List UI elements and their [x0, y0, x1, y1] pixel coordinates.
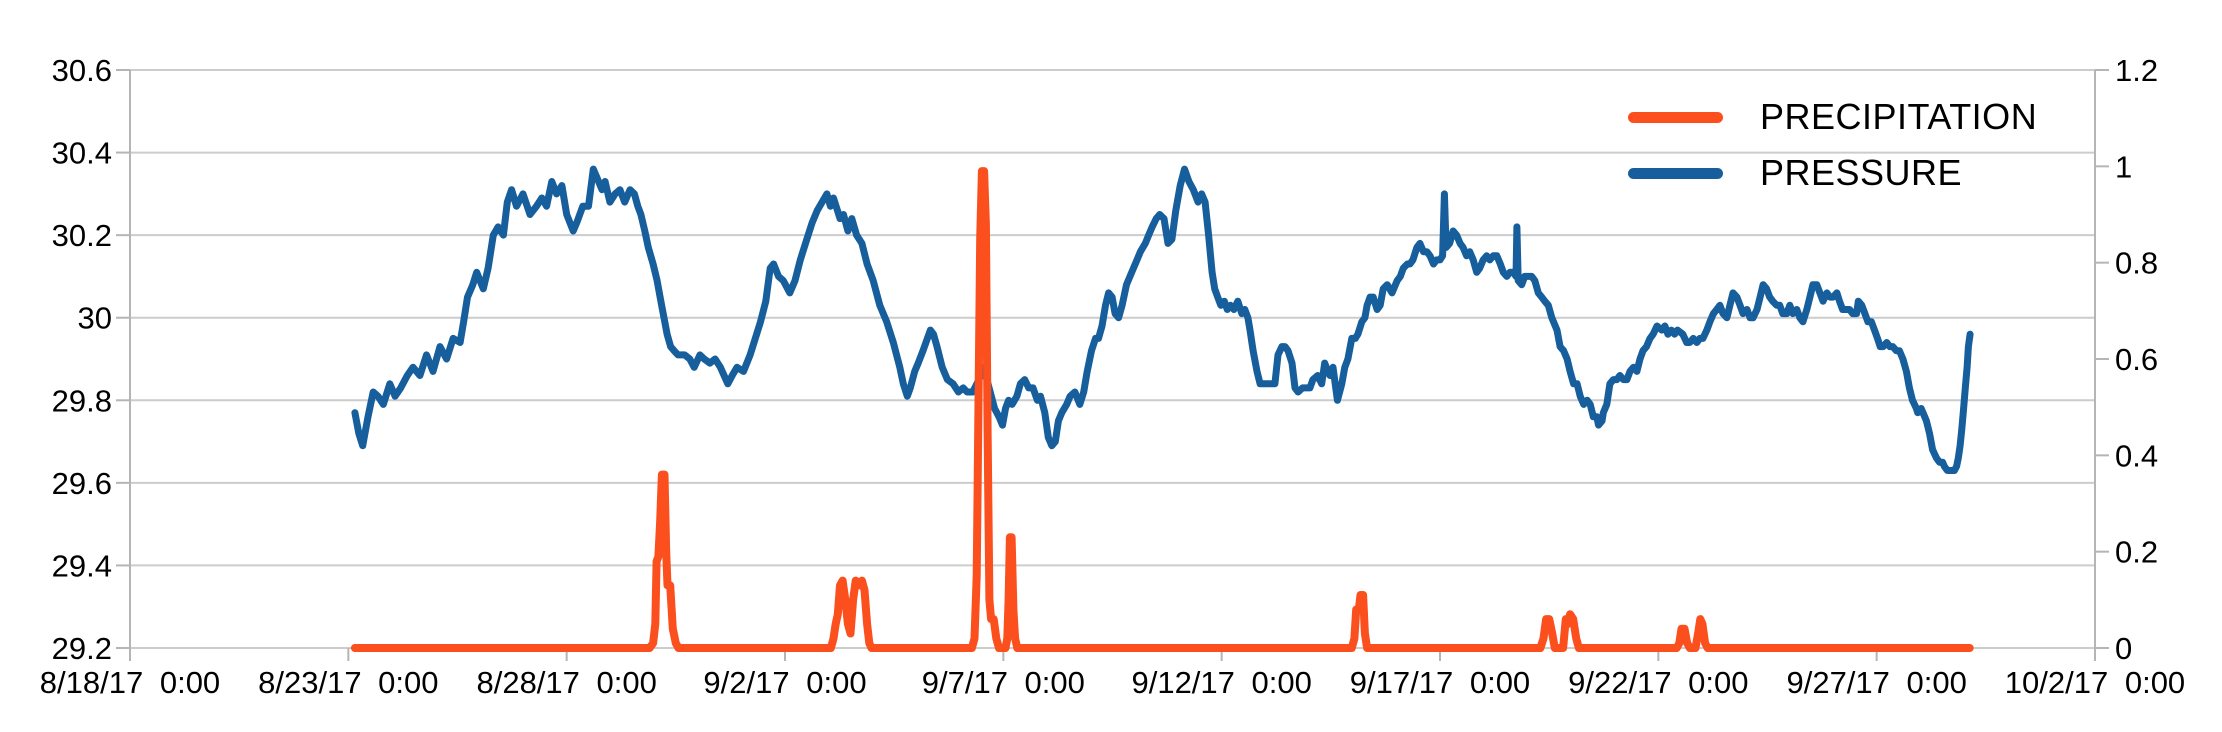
y-right-tick-label: 0.2 — [2115, 535, 2158, 570]
x-tick-label: 10/2/17 0:00 — [2005, 665, 2185, 700]
x-tick-label: 8/23/17 0:00 — [258, 665, 438, 700]
y-left-tick-label: 30.6 — [52, 53, 112, 88]
y-right-tick-label: 0.8 — [2115, 246, 2158, 281]
x-tick-label: 9/27/17 0:00 — [1786, 665, 1966, 700]
x-tick-label: 9/7/17 0:00 — [922, 665, 1085, 700]
y-left-tick-label: 29.6 — [52, 466, 112, 501]
pressure-line — [351, 165, 1974, 474]
legend-item-precipitation: PRECIPITATION — [1628, 89, 2037, 145]
legend-item-pressure: PRESSURE — [1628, 145, 2037, 201]
y-left-tick-label: 29.2 — [52, 631, 112, 666]
y-right-tick-label: 0 — [2115, 631, 2132, 666]
y-left-tick-label: 30.2 — [52, 218, 112, 253]
y-right-tick-label: 1.2 — [2115, 53, 2158, 88]
y-left-tick-label: 30.4 — [52, 136, 112, 171]
x-tick-label: 9/12/17 0:00 — [1131, 665, 1311, 700]
x-tick-label: 9/17/17 0:00 — [1350, 665, 1530, 700]
legend-label-pressure: PRESSURE — [1760, 152, 1963, 193]
precipitation-series-swatch — [1628, 111, 1723, 123]
legend-label-precipitation: PRECIPITATION — [1760, 96, 2038, 137]
x-tick-label: 9/2/17 0:00 — [703, 665, 866, 700]
y-left-tick-label: 30 — [78, 301, 112, 336]
y-right-tick-label: 0.6 — [2115, 342, 2158, 377]
y-left-tick-label: 29.8 — [52, 383, 112, 418]
y-right-tick-label: 0.4 — [2115, 438, 2158, 473]
x-tick-label: 8/28/17 0:00 — [476, 665, 656, 700]
x-tick-label: 9/22/17 0:00 — [1568, 665, 1748, 700]
y-left-tick-label: 29.4 — [52, 548, 112, 583]
pressure-series-swatch — [1628, 167, 1723, 179]
precipitation-line — [350, 167, 1974, 652]
y-right-tick-label: 1 — [2115, 149, 2132, 184]
x-tick-label: 8/18/17 0:00 — [40, 665, 220, 700]
legend: PRECIPITATION PRESSURE — [1628, 89, 2037, 201]
